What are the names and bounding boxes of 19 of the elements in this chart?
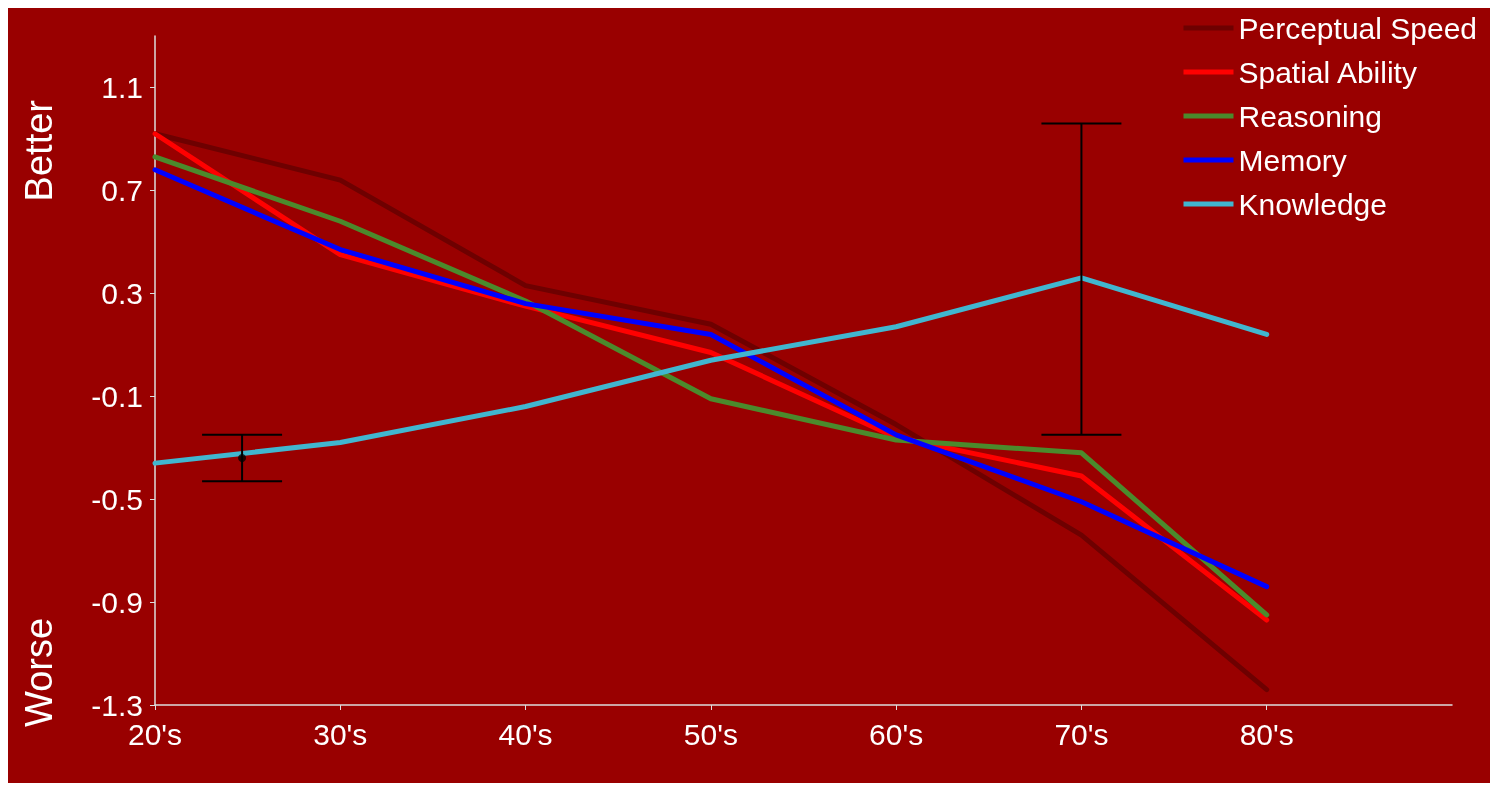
legend-label: Spatial Ability <box>1238 55 1417 89</box>
x-tick-label: 80's <box>1239 717 1294 751</box>
y-tick-label: -0.5 <box>91 482 143 516</box>
y-tick-label: 1.1 <box>101 70 143 104</box>
x-tick-label: 60's <box>869 717 924 751</box>
legend-label: Reasoning <box>1238 99 1382 133</box>
y-tick-label: 0.3 <box>101 276 143 310</box>
x-tick-label: 70's <box>1054 717 1109 751</box>
x-tick-label: 50's <box>683 717 738 751</box>
y-tick-label: -0.1 <box>91 379 143 413</box>
y-tick-label: 0.7 <box>101 173 143 207</box>
text: Better <box>18 99 60 202</box>
legend-label: Memory <box>1238 143 1347 177</box>
x-tick-label: 40's <box>498 717 553 751</box>
x-tick-label: 30's <box>313 717 368 751</box>
legend-label: Perceptual Speed <box>1238 11 1478 45</box>
legend-label: Knowledge <box>1238 187 1387 221</box>
y-tick-label: -0.9 <box>91 585 143 619</box>
text: Worse <box>18 617 60 727</box>
